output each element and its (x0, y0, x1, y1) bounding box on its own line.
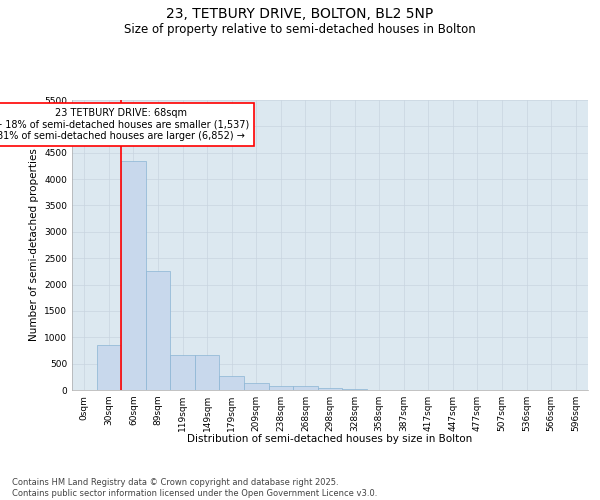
Bar (244, 383, 269, 390)
Text: Contains HM Land Registry data © Crown copyright and database right 2025.
Contai: Contains HM Land Registry data © Crown c… (12, 478, 377, 498)
Bar (342, 389, 367, 390)
Bar (318, 388, 342, 390)
Text: 23, TETBURY DRIVE, BOLTON, BL2 5NP: 23, TETBURY DRIVE, BOLTON, BL2 5NP (166, 8, 434, 22)
Bar (293, 386, 318, 390)
Text: 23 TETBURY DRIVE: 68sqm
← 18% of semi-detached houses are smaller (1,537)
81% of: 23 TETBURY DRIVE: 68sqm ← 18% of semi-de… (0, 108, 249, 141)
Bar (269, 386, 293, 390)
Text: Size of property relative to semi-detached houses in Bolton: Size of property relative to semi-detach… (124, 22, 476, 36)
Bar (97, 345, 121, 390)
Bar (220, 376, 244, 390)
X-axis label: Distribution of semi-detached houses by size in Bolton: Distribution of semi-detached houses by … (187, 434, 473, 444)
Y-axis label: Number of semi-detached properties: Number of semi-detached properties (29, 148, 38, 342)
Bar (146, 272, 170, 390)
Bar (170, 354, 195, 390)
Bar (121, 160, 146, 390)
Bar (195, 354, 220, 390)
